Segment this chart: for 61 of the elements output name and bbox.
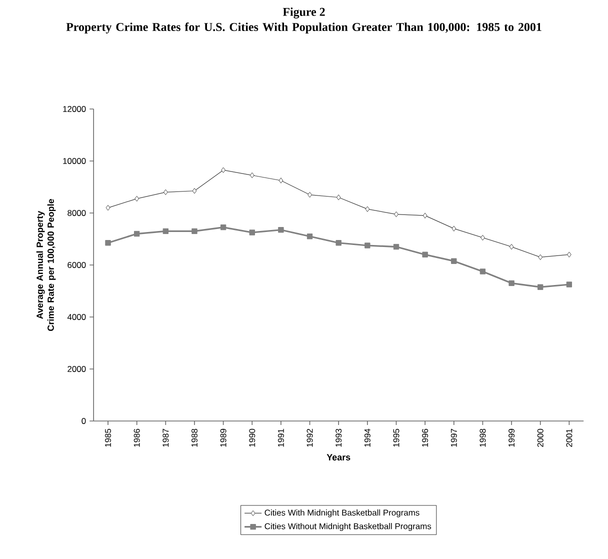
x-tick-label: 1998 — [480, 428, 486, 447]
point — [364, 242, 370, 248]
x-tick-label: 1996 — [422, 428, 428, 447]
chart-subtitle: Property Crime Rates for U.S. Cities With Population Greater Than 100,000: 1985 to 2001 — [66, 22, 542, 34]
point — [393, 244, 400, 250]
y-tick-label: 10000 — [63, 158, 86, 164]
y-tick-label: 8000 — [68, 210, 86, 216]
x-tick-label: 1990 — [249, 428, 256, 447]
y-tick-label: 4000 — [67, 314, 86, 320]
legend-label: Cities With Midnight Basketball Programs — [264, 509, 420, 518]
point — [365, 206, 370, 212]
x-tick-label: 1986 — [134, 428, 140, 447]
x-tick-label: 1997 — [450, 428, 457, 447]
point — [336, 240, 342, 246]
x-tick-label: 1992 — [306, 428, 313, 447]
legend-label: Cities Without Midnight Basketball Programs — [264, 523, 432, 531]
point — [538, 284, 544, 290]
point — [163, 189, 168, 196]
point — [566, 282, 572, 288]
x-tick-label: 1985 — [105, 428, 111, 447]
x-tick-label: 1999 — [508, 428, 515, 447]
point — [106, 204, 110, 211]
x-tick-label: 1994 — [364, 428, 370, 447]
point — [336, 194, 341, 200]
point — [422, 212, 428, 218]
x-axis-title: Years — [326, 454, 350, 460]
y-tick-label: 6000 — [68, 262, 86, 268]
y-axis-title: Average Annual Property Crime Rate per 100,000 People — [36, 199, 56, 331]
point — [134, 230, 140, 237]
point — [278, 178, 284, 184]
point — [538, 254, 543, 260]
x-tick-label: 1989 — [220, 428, 226, 447]
point — [250, 172, 254, 178]
point — [134, 196, 140, 202]
y-tick-label: 0 — [82, 418, 86, 424]
x-tick-label: 1991 — [278, 428, 284, 447]
point — [508, 280, 514, 286]
point — [451, 258, 457, 264]
x-tick-label: 1988 — [191, 428, 198, 447]
y-tick-label: 2000 — [68, 366, 86, 372]
x-tick-label: 2000 — [537, 428, 544, 447]
point — [278, 227, 284, 233]
point — [192, 188, 197, 194]
chart-title: Figure 2 — [282, 8, 325, 18]
point — [306, 234, 313, 240]
y-tick-label: 12000 — [63, 106, 86, 112]
point — [249, 230, 255, 236]
point — [105, 240, 111, 246]
point — [566, 252, 572, 258]
x-tick-label: 1995 — [393, 428, 400, 447]
point — [220, 224, 226, 230]
point — [192, 228, 198, 234]
x-tick-label: 2001 — [566, 428, 572, 447]
point — [480, 268, 486, 274]
point — [422, 252, 428, 258]
point — [452, 226, 456, 232]
x-tick-label: 1993 — [336, 428, 342, 447]
x-tick-label: 1987 — [162, 428, 169, 447]
point — [162, 228, 168, 234]
point — [509, 244, 514, 250]
point — [221, 167, 226, 173]
